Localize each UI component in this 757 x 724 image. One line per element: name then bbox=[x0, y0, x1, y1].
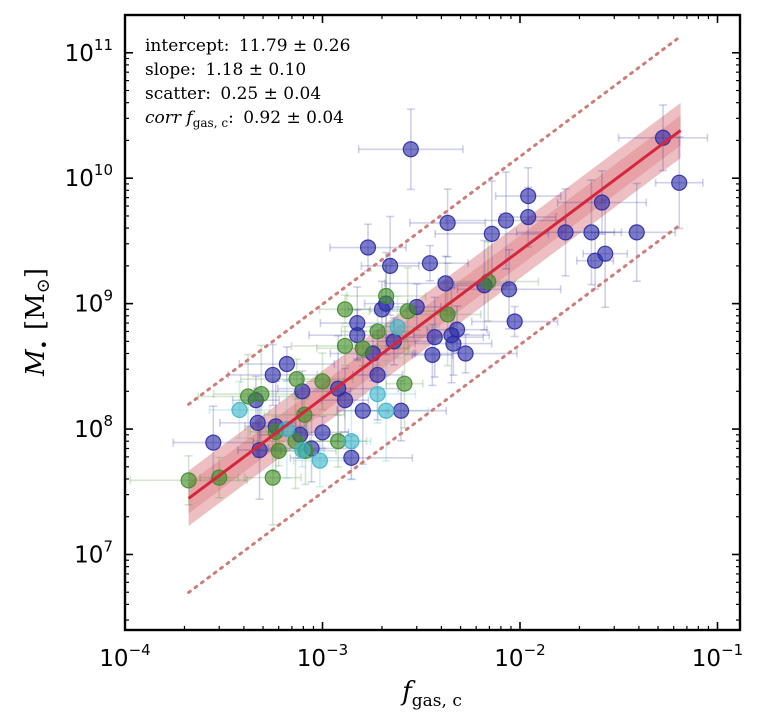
data-point-blue bbox=[205, 434, 222, 451]
data-point-blue bbox=[264, 366, 281, 384]
data-point-blue bbox=[354, 402, 371, 419]
data-point-blue bbox=[278, 355, 295, 373]
data-point-blue bbox=[402, 141, 419, 158]
data-point-blue bbox=[382, 257, 399, 274]
data-point-green bbox=[264, 469, 281, 486]
data-point-green bbox=[369, 323, 386, 340]
data-point-green bbox=[270, 442, 287, 459]
data-point-blue bbox=[359, 239, 377, 256]
plot-area bbox=[129, 34, 709, 594]
data-point-green bbox=[336, 337, 354, 355]
data-points bbox=[180, 129, 688, 489]
data-point-blue bbox=[671, 174, 688, 191]
x-tick-label: 10−2 bbox=[494, 641, 545, 672]
data-point-green bbox=[378, 287, 395, 305]
best-fit-line bbox=[187, 129, 682, 500]
x-tick-label: 10−1 bbox=[692, 641, 743, 672]
y-tick-label: 107 bbox=[74, 537, 113, 568]
fit-lines bbox=[187, 34, 683, 594]
data-point-blue bbox=[392, 402, 410, 419]
data-point-green bbox=[314, 373, 331, 390]
data-point-green bbox=[480, 273, 497, 290]
data-point-blue bbox=[448, 321, 466, 338]
annotation-intercept: intercept: 11.79 ± 0.26 bbox=[145, 36, 350, 56]
data-point-blue bbox=[445, 335, 462, 352]
data-point-blue bbox=[426, 329, 443, 346]
data-point-blue bbox=[597, 245, 614, 262]
fit-annotations: intercept: 11.79 ± 0.26 slope: 1.18 ± 0.… bbox=[145, 36, 350, 130]
y-tick-label: 109 bbox=[74, 287, 113, 318]
data-point-blue bbox=[421, 255, 439, 272]
data-point-cyan bbox=[343, 433, 360, 450]
data-point-green bbox=[296, 406, 313, 423]
data-point-green bbox=[336, 301, 354, 318]
data-point-cyan bbox=[231, 401, 248, 419]
data-point-cyan bbox=[378, 402, 395, 419]
data-point-blue bbox=[343, 449, 360, 466]
y-tick-label: 1010 bbox=[65, 161, 113, 192]
axis-ticks: 10−4 10−3 10−2 10−1 107 108 109 1010 1011 bbox=[65, 14, 743, 672]
data-point-green bbox=[439, 306, 456, 323]
data-point-blue bbox=[520, 208, 537, 226]
data-point-green bbox=[396, 375, 413, 392]
data-point-blue bbox=[249, 414, 266, 431]
data-point-cyan bbox=[369, 385, 386, 403]
x-tick-label: 10−4 bbox=[99, 641, 150, 672]
data-point-green bbox=[253, 385, 270, 403]
data-point-blue bbox=[506, 313, 523, 330]
data-point-green bbox=[399, 303, 416, 320]
data-point-blue bbox=[483, 225, 500, 242]
data-point-blue bbox=[593, 194, 611, 211]
data-point-green bbox=[239, 388, 257, 405]
data-point-blue bbox=[369, 366, 386, 384]
y-axis-label: M•[M⊙] bbox=[21, 268, 54, 377]
data-point-blue bbox=[497, 212, 515, 229]
data-point-green bbox=[354, 340, 371, 357]
scatter-upper-line bbox=[187, 34, 683, 406]
y-tick-label: 108 bbox=[74, 412, 113, 443]
data-point-blue bbox=[628, 224, 645, 241]
data-point-blue bbox=[424, 346, 441, 364]
data-point-cyan bbox=[294, 441, 311, 459]
data-point-cyan bbox=[311, 452, 328, 469]
data-point-blue bbox=[557, 224, 574, 241]
data-point-blue bbox=[520, 187, 537, 205]
annotation-correlation: corr fgas, c: 0.92 ± 0.04 bbox=[145, 108, 344, 130]
data-point-blue bbox=[437, 275, 454, 292]
data-point-cyan bbox=[389, 318, 406, 336]
data-point-blue bbox=[500, 281, 518, 298]
annotation-scatter: scatter: 0.25 ± 0.04 bbox=[145, 84, 321, 104]
y-tick-label: 1011 bbox=[65, 36, 113, 67]
x-tick-label: 10−3 bbox=[297, 641, 348, 672]
data-point-blue bbox=[457, 345, 474, 362]
annotation-slope: slope: 1.18 ± 0.10 bbox=[145, 60, 306, 80]
data-point-blue bbox=[314, 424, 331, 441]
scatter-lower-line bbox=[187, 223, 683, 594]
data-point-blue bbox=[336, 392, 354, 409]
data-point-blue bbox=[583, 224, 600, 241]
data-point-blue bbox=[439, 214, 456, 232]
data-point-green bbox=[288, 371, 305, 388]
data-point-green bbox=[180, 472, 197, 489]
